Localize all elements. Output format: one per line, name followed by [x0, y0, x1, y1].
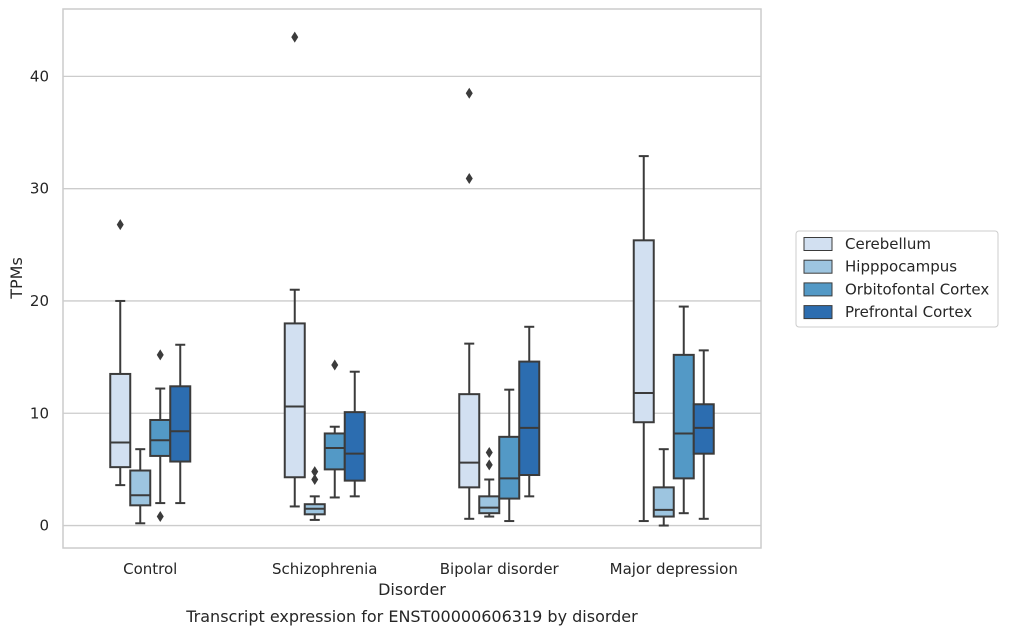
iqr-box: [692, 403, 715, 455]
legend-label: Cerebellum: [845, 235, 931, 253]
legend: Cerebellum Hipppocampus Orbitofontal Corte…: [795, 230, 999, 328]
chart-caption: Transcript expression for ENST0000060631…: [185, 607, 638, 626]
iqr-box: [109, 372, 132, 469]
outlier-point: [465, 87, 473, 99]
iqr-box: [283, 322, 306, 479]
iqr-box: [343, 411, 366, 482]
x-axis-ticks: Control Schizophrenia Bipolar disorder Majo…: [123, 560, 738, 578]
iqr-box: [498, 435, 521, 500]
iqr-box: [169, 385, 192, 463]
plot-area-frame: [62, 8, 762, 549]
y-axis-title: TPMs: [7, 257, 26, 300]
outlier-point: [291, 31, 299, 43]
iqr-box: [652, 486, 675, 518]
legend-label: Prefrontal Cortex: [845, 303, 972, 321]
y-tick-label: 40: [30, 67, 49, 85]
iqr-box: [458, 393, 481, 489]
y-tick-label: 20: [30, 292, 49, 310]
y-tick-label: 10: [30, 404, 49, 422]
x-tick-label: Major depression: [610, 560, 738, 578]
box-prefrontal-cortex: [169, 343, 192, 505]
x-axis-title: Disorder: [378, 580, 446, 599]
outlier-point: [116, 219, 124, 231]
outlier-point: [331, 359, 339, 371]
box-cerebellum: [283, 31, 306, 508]
iqr-box: [129, 469, 152, 507]
outlier-point: [485, 459, 493, 471]
box-hipppocampus: [129, 448, 152, 525]
box-cerebellum: [458, 87, 481, 520]
box-prefrontal-cortex: [518, 325, 541, 498]
y-tick-label: 30: [30, 180, 49, 198]
iqr-box: [478, 495, 501, 515]
iqr-box: [632, 239, 655, 424]
legend-swatch: [803, 305, 833, 320]
x-tick-label: Schizophrenia: [272, 560, 377, 578]
box-orbitofontal-cortex: [498, 388, 521, 523]
legend-swatch: [803, 259, 833, 274]
box-hipppocampus: [652, 448, 675, 527]
outlier-point: [156, 349, 164, 361]
iqr-box: [149, 418, 172, 457]
box-hipppocampus: [303, 466, 326, 521]
outlier-point: [485, 447, 493, 459]
outlier-point: [465, 173, 473, 185]
y-axis-ticks: 0 10 20 30 40: [30, 67, 49, 534]
outlier-point: [311, 466, 319, 478]
y-tick-label: 0: [39, 517, 49, 535]
gridlines: [63, 75, 761, 527]
box-orbitofontal-cortex: [323, 359, 346, 499]
x-tick-label: Bipolar disorder: [440, 560, 560, 578]
legend-swatch: [803, 237, 833, 251]
box-prefrontal-cortex: [343, 370, 366, 498]
box-hipppocampus: [478, 447, 501, 518]
box-orbitofontal-cortex: [149, 349, 172, 523]
outlier-point: [156, 511, 164, 523]
iqr-box: [518, 360, 541, 477]
legend-frame: [795, 230, 999, 328]
box-prefrontal-cortex: [692, 349, 715, 520]
boxes: [109, 31, 715, 527]
box-orbitofontal-cortex: [672, 305, 695, 515]
legend-label: Orbitofontal Cortex: [845, 280, 989, 298]
iqr-box: [323, 432, 346, 471]
box-cerebellum: [109, 219, 132, 487]
legend-label: Hipppocampus: [845, 258, 957, 276]
outlier-point: [311, 474, 319, 486]
legend-swatch: [803, 282, 833, 297]
box-cerebellum: [632, 155, 655, 523]
x-tick-label: Control: [123, 560, 177, 578]
iqr-box: [672, 353, 695, 480]
